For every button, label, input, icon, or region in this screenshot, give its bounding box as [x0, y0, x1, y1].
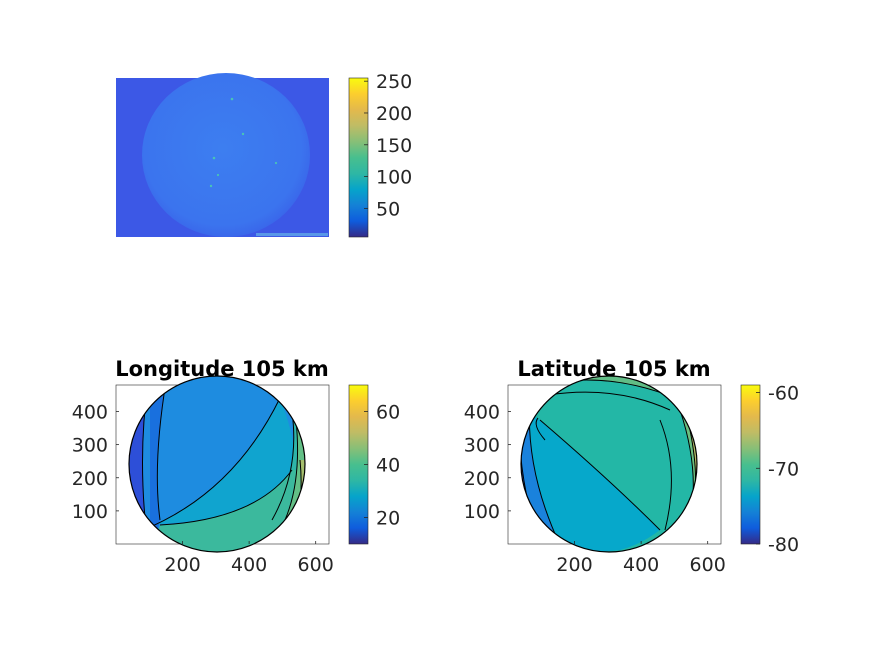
panel-image	[116, 73, 329, 237]
longitude-yticks: 100 200 300 400	[72, 402, 119, 523]
longitude-ytick-label: 400	[72, 402, 108, 424]
latitude-xtick-label: 200	[556, 554, 592, 576]
colorbar-image-tick-label: 200	[376, 103, 412, 125]
colorbar-latitude-tick-label: -60	[768, 383, 799, 405]
colorbar-image-bar	[348, 77, 369, 238]
image-sky-disk	[142, 73, 310, 237]
image-stars	[209, 97, 278, 188]
colorbar-longitude: 20 40 60	[348, 384, 400, 545]
colorbar-latitude-tick-label: -70	[768, 458, 799, 480]
longitude-ytick-label: 300	[72, 435, 108, 457]
colorbar-latitude-bar	[740, 384, 761, 545]
colorbar-image: 50 100 150 200 250	[348, 71, 412, 238]
colorbar-longitude-tick-label: 60	[376, 402, 400, 424]
latitude-xticks: 200 400 600	[556, 541, 726, 576]
colorbar-image-tick-label: 150	[376, 135, 412, 157]
longitude-xtick-label: 400	[231, 554, 267, 576]
longitude-ytick-label: 100	[72, 501, 108, 523]
colorbar-image-ticks: 50 100 150 200 250	[364, 71, 412, 220]
colorbar-latitude-tick-label: -80	[768, 534, 799, 556]
colorbar-longitude-ticks: 20 40 60	[364, 402, 400, 530]
colorbar-latitude: -80 -70 -60	[740, 383, 799, 556]
colorbar-latitude-ticks: -80 -70 -60	[756, 383, 799, 556]
colorbar-image-tick-label: 100	[376, 167, 412, 189]
latitude-ytick-label: 200	[464, 468, 500, 490]
longitude-xtick-label: 200	[164, 554, 200, 576]
longitude-xtick-label: 600	[298, 554, 334, 576]
latitude-ytick-label: 400	[464, 402, 500, 424]
colorbar-longitude-tick-label: 20	[376, 508, 400, 530]
colorbar-image-tick-label: 50	[376, 198, 400, 220]
latitude-ytick-label: 100	[464, 501, 500, 523]
latitude-ytick-label: 300	[464, 435, 500, 457]
panel-latitude: 200 400 600 100 200 300 400	[464, 375, 726, 576]
latitude-yticks: 100 200 300 400	[464, 402, 511, 523]
image-timestamp-strip	[256, 233, 328, 236]
longitude-xticks: 200 400 600	[164, 541, 334, 576]
latitude-xtick-label: 400	[623, 554, 659, 576]
panel-longitude: 200 400 600 100 200 300 400	[72, 375, 334, 576]
colorbar-image-tick-label: 250	[376, 71, 412, 93]
colorbar-longitude-tick-label: 40	[376, 455, 400, 477]
latitude-xtick-label: 600	[690, 554, 726, 576]
longitude-ytick-label: 200	[72, 468, 108, 490]
